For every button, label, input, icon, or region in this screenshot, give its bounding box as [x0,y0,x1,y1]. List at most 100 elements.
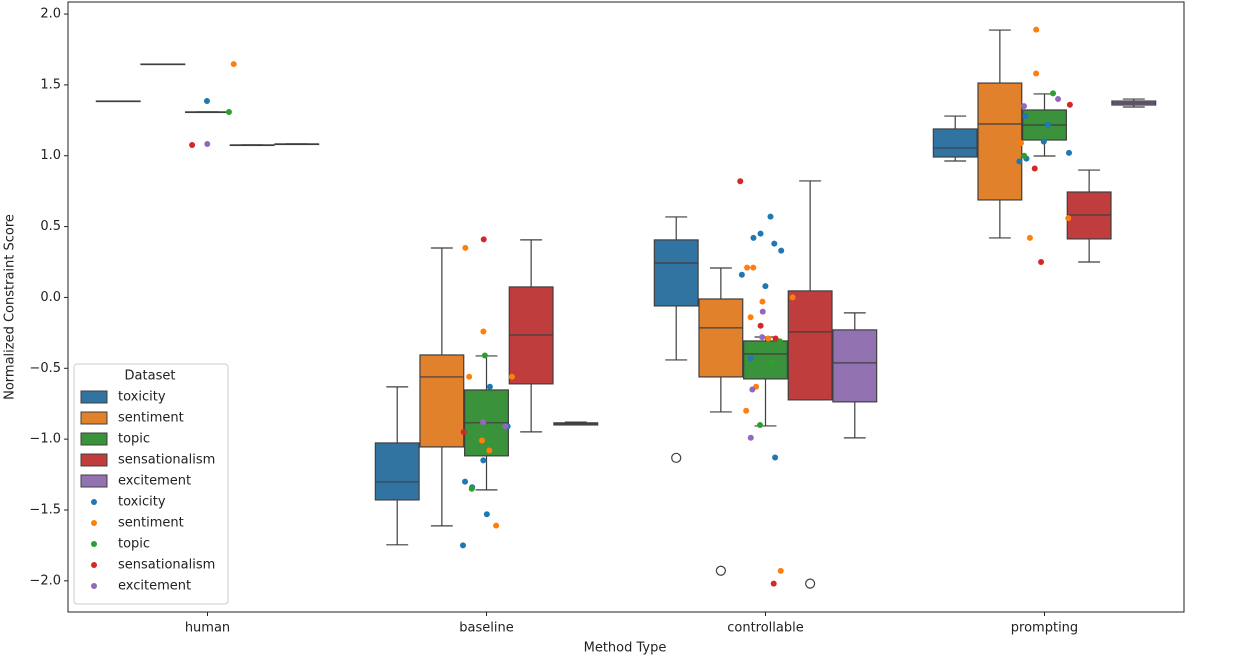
legend-dot [91,562,97,568]
legend-swatch [80,411,108,425]
legend-swatch [80,390,108,404]
y-tick-label: 0.0 [40,290,61,305]
legend: Dataset toxicity sentiment topic sensational… [73,363,229,605]
box [95,100,141,103]
strip-point [483,511,490,518]
strip-point [759,298,766,305]
strip-point [772,454,779,461]
box-body [977,82,1023,201]
y-tick-label: 1.5 [40,77,61,92]
legend-swatch [80,474,108,488]
strip-point [486,447,493,454]
legend-dot [91,520,97,526]
outlier [805,578,816,589]
outlier [715,565,726,576]
strip-point [768,359,775,366]
box [1066,169,1112,263]
strip-point [1038,259,1045,266]
strip-point [767,213,774,220]
strip-point [1055,96,1062,103]
y-tick-label: −2.0 [29,573,61,588]
box-body [374,442,420,501]
legend-label: excitement [118,474,191,489]
strip-point [743,407,750,414]
y-tick-label: 2.0 [40,7,61,22]
strip-point [1016,158,1023,165]
strip-point [459,542,466,549]
strip-point [1018,139,1025,146]
strip-point [1065,215,1072,222]
box [1111,98,1157,108]
box [508,239,554,433]
box-body [787,290,833,401]
legend-dot [91,541,97,547]
legend-swatch [80,432,108,446]
strip-point [738,271,745,278]
box-body [932,128,978,158]
strip-point [1031,165,1038,172]
y-tick-label: −1.5 [29,502,61,517]
strip-point [747,434,754,441]
strip-point [225,108,232,115]
strip-point [778,247,785,254]
legend-label: topic [118,537,150,552]
strip-point [1066,149,1073,156]
strip-point [750,234,757,241]
strip-point [462,244,469,251]
box [698,267,744,576]
strip-point [493,522,500,529]
strip-point [478,437,485,444]
legend-label: topic [118,432,150,447]
strip-point [480,419,487,426]
y-axis-label: Normalized Constraint Score [3,214,18,400]
strip-point [750,264,757,271]
legend-label: sentiment [118,516,184,531]
strip-point [486,383,493,390]
legend-dot [91,583,97,589]
strip-point [757,421,764,428]
strip-point [749,386,756,393]
strip-point [230,61,237,68]
strip-point [480,457,487,464]
box-body [419,354,465,448]
strip-point [759,334,766,341]
x-axis-label: Method Type [584,641,667,656]
legend-label: toxicity [118,495,166,510]
box [464,355,509,491]
strip-point [757,230,764,237]
y-tick-label: 1.0 [40,148,61,163]
strip-point [1021,152,1028,159]
box [832,312,878,439]
legend-label: excitement [118,579,191,594]
strip-point [1020,103,1027,110]
strip-point [460,429,467,436]
legend-label: sentiment [118,411,184,426]
strip-point [765,335,772,342]
strip-point [1040,138,1047,145]
strip-point [744,264,751,271]
strip-point [1033,26,1040,33]
y-tick-label: −1.0 [29,432,61,447]
strip-point [762,283,769,290]
strip-point [1026,234,1033,241]
strip-point [1044,121,1051,128]
strip-point [1033,70,1040,77]
strip-point [468,485,475,492]
strip-point [747,355,754,362]
strip-point [1050,90,1057,97]
strip-point [508,373,515,380]
strip-point [789,294,796,301]
box [977,29,1023,239]
strip-point [466,373,473,380]
strip-point [1066,101,1073,108]
box [653,216,699,463]
box [229,144,275,147]
legend-title: Dataset [125,369,176,384]
strip-point [757,322,764,329]
strip-point [189,141,196,148]
outlier [671,452,682,463]
box-body [832,329,878,403]
strip-point [480,328,487,335]
strip-point [771,240,778,247]
